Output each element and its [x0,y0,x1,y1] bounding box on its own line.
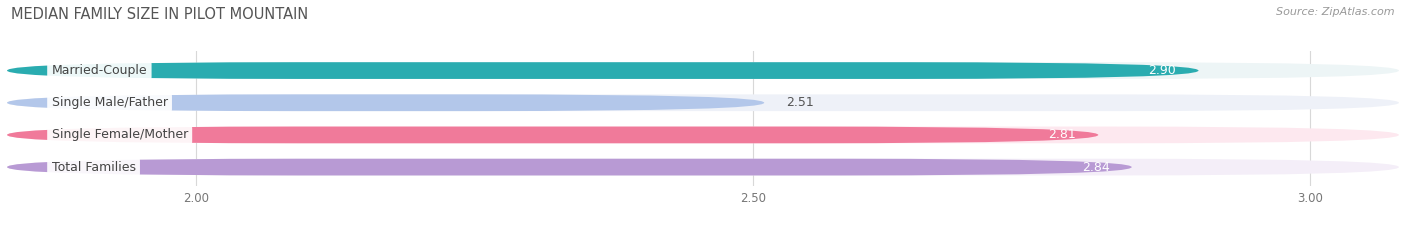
Text: 2.84: 2.84 [1081,161,1109,174]
FancyBboxPatch shape [7,159,1132,175]
Text: 2.51: 2.51 [786,96,814,109]
FancyBboxPatch shape [7,159,1399,175]
Text: Single Female/Mother: Single Female/Mother [52,128,188,141]
FancyBboxPatch shape [7,94,1399,111]
FancyBboxPatch shape [7,127,1399,143]
Text: Total Families: Total Families [52,161,135,174]
Text: 2.81: 2.81 [1049,128,1076,141]
FancyBboxPatch shape [7,127,1098,143]
Text: MEDIAN FAMILY SIZE IN PILOT MOUNTAIN: MEDIAN FAMILY SIZE IN PILOT MOUNTAIN [11,7,308,22]
FancyBboxPatch shape [7,62,1198,79]
Text: Single Male/Father: Single Male/Father [52,96,167,109]
Text: 2.90: 2.90 [1149,64,1177,77]
FancyBboxPatch shape [7,62,1399,79]
Text: Married-Couple: Married-Couple [52,64,148,77]
FancyBboxPatch shape [7,94,765,111]
Text: Source: ZipAtlas.com: Source: ZipAtlas.com [1277,7,1395,17]
